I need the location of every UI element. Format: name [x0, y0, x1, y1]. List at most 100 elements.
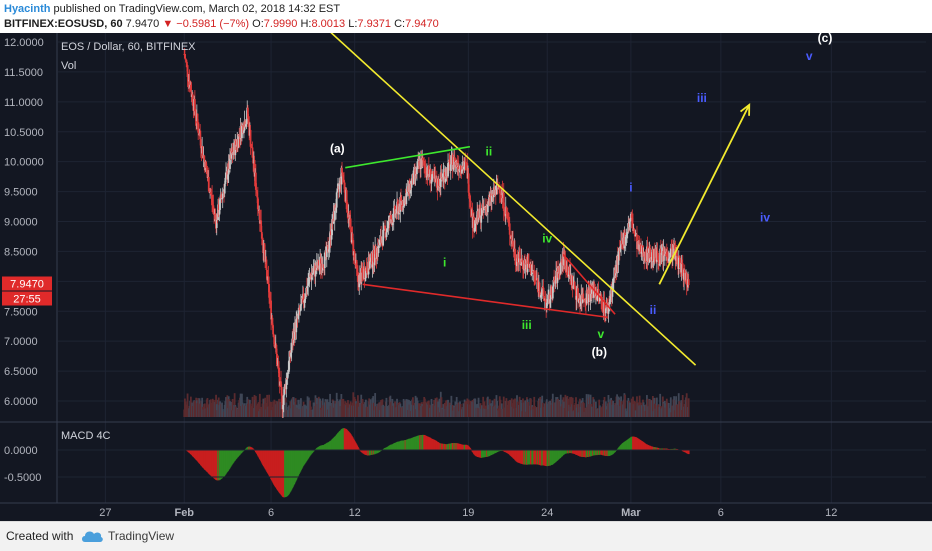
candle-body [687, 279, 690, 286]
time-axis[interactable]: 27 Feb 6 12 19 24 Mar 6 12 [0, 502, 932, 521]
wave-label: ii [486, 145, 493, 159]
candle-body [327, 245, 329, 252]
volume-bar [258, 393, 261, 417]
volume-bar [457, 402, 460, 417]
candle-body [331, 219, 333, 236]
trend-line [330, 33, 697, 366]
candle-body [246, 107, 249, 119]
candle-body [600, 299, 603, 304]
candle-body [352, 240, 355, 256]
volume-bar [593, 402, 596, 417]
candle-body [311, 273, 314, 275]
volume-bar [567, 398, 569, 417]
candle-body [186, 65, 189, 77]
candle-body [244, 124, 247, 127]
candle-body [366, 271, 369, 273]
candle-body [377, 242, 380, 254]
macd-axis: 0.0000 -0.5000 [0, 423, 926, 503]
symbol-line: BITFINEX:EOSUSD, 60 7.9470 ▼ −0.5981 (−7… [4, 18, 439, 30]
candle-body [201, 146, 204, 159]
candle-body [213, 208, 215, 214]
candle-body [621, 243, 624, 245]
candle-body [488, 197, 491, 205]
volume-bar [189, 396, 192, 417]
candle-body [219, 198, 221, 210]
candle-body [525, 263, 528, 265]
candle-body [533, 270, 536, 276]
candle-body [463, 161, 466, 167]
candle-body [496, 184, 499, 189]
candle-body [299, 310, 302, 312]
candle-body [612, 282, 615, 287]
close-label: C: [394, 18, 406, 30]
candle-body [685, 273, 688, 286]
candle-body [563, 257, 565, 266]
candle-body [502, 192, 505, 211]
tradingview-brand[interactable]: TradingView [108, 529, 175, 543]
wave-label: iii [697, 91, 707, 105]
price-axis-bg [0, 33, 56, 422]
volume-bar [206, 397, 209, 417]
candle-body [547, 295, 550, 300]
candle-body [190, 91, 193, 98]
volume-bar [372, 402, 375, 417]
candle-body [536, 278, 539, 283]
time-tick-label: Mar [621, 507, 641, 519]
candle-body [327, 249, 330, 252]
candle-body [442, 173, 445, 180]
volume-bar [319, 398, 322, 417]
author-name[interactable]: Hyacinth [4, 3, 51, 15]
candle-body [430, 179, 433, 184]
candle-body [273, 336, 276, 347]
candle-body [548, 294, 551, 304]
candle-body [597, 289, 600, 294]
candle-body [545, 302, 548, 309]
candle-body [632, 223, 634, 231]
volume-bar [669, 397, 672, 417]
candle-body [403, 198, 406, 207]
candle-body [445, 176, 447, 178]
candle-body [372, 249, 375, 265]
candle-body [619, 246, 622, 251]
candle-body [319, 258, 322, 269]
candle-body [627, 223, 630, 232]
candle-body [343, 179, 345, 183]
candle-body [465, 161, 467, 163]
candle-body [519, 258, 522, 265]
candle-body [468, 192, 471, 199]
candle-body [670, 248, 673, 249]
candle-body [451, 154, 454, 170]
time-tick-label: 19 [462, 507, 474, 519]
candle-body [288, 360, 290, 372]
candle-body [534, 276, 537, 278]
price-tick-label: 6.5000 [4, 366, 38, 378]
candle-body [539, 291, 542, 298]
candle-body [506, 214, 508, 219]
candle-body [205, 161, 208, 168]
candle-body [283, 386, 286, 396]
candle-body [483, 206, 486, 208]
volume-bar [685, 393, 688, 417]
candle-body [524, 263, 527, 270]
candle-body [486, 203, 489, 213]
volume-bar [680, 400, 683, 417]
candle-body [275, 344, 278, 354]
candle-body [658, 264, 661, 266]
candle-body [264, 252, 267, 262]
price-axis[interactable]: 12.0000 11.5000 11.0000 10.5000 10.0000 9.500… [0, 33, 58, 503]
high-value: 8.0013 [311, 18, 346, 30]
candle-body [554, 280, 557, 284]
candle-body [640, 251, 643, 254]
candle-body [272, 325, 274, 335]
candle-body [196, 113, 199, 124]
candle-body [328, 242, 331, 250]
candle-body [249, 129, 252, 147]
volume-bar [239, 393, 242, 417]
candle-body [532, 271, 534, 272]
candle-body [265, 259, 268, 271]
candle-body [399, 197, 402, 212]
candle-body [539, 295, 542, 298]
candle-body [186, 61, 188, 66]
volume-bar [406, 399, 409, 417]
